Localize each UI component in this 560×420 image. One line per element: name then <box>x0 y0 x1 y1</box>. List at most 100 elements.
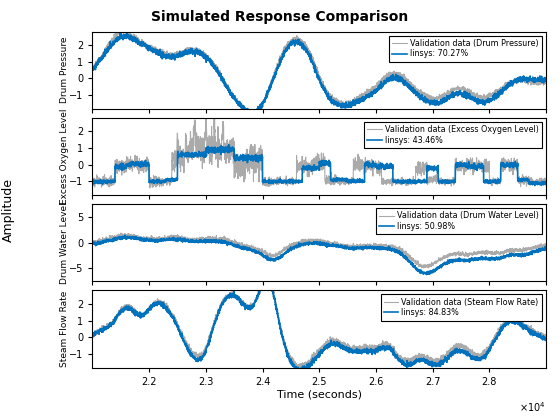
Validation data (Excess Oxygen Level) <box>147 186 153 191</box>
linsys: 70.27%: (2.41e+04, -1.15): 70.27%: (2.41e+04, -1.15) <box>263 95 270 100</box>
linsys: 84.83%: (2.19e+04, 1.36): 84.83%: (2.19e+04, 1.36) <box>141 312 147 317</box>
linsys: 50.98%: (2.9e+04, -1.21): 50.98%: (2.9e+04, -1.21) <box>543 247 549 252</box>
Y-axis label: Steam Flow Rate: Steam Flow Rate <box>60 291 69 367</box>
linsys: 84.83%: (2.44e+04, -0.629): 84.83%: (2.44e+04, -0.629) <box>283 345 290 350</box>
Legend: Validation data (Drum Water Level), linsys: 50.98%: Validation data (Drum Water Level), lins… <box>376 208 542 234</box>
Line: linsys: 50.98%: linsys: 50.98% <box>92 235 546 275</box>
linsys: 43.46%: (2.8e+04, -0.959): 43.46%: (2.8e+04, -0.959) <box>485 178 492 183</box>
Validation data (Steam Flow Rate) <box>141 311 147 316</box>
Validation data (Drum Water Level) <box>425 265 432 270</box>
Validation data (Drum Pressure) <box>543 79 549 84</box>
linsys: 70.27%: (2.19e+04, 1.94): 70.27%: (2.19e+04, 1.94) <box>141 43 148 48</box>
Validation data (Drum Water Level) <box>89 240 96 245</box>
Legend: Validation data (Excess Oxygen Level), linsys: 43.46%: Validation data (Excess Oxygen Level), l… <box>364 122 542 148</box>
Validation data (Drum Water Level) <box>534 245 541 250</box>
Validation data (Drum Pressure) <box>534 79 541 84</box>
Validation data (Drum Pressure) <box>263 93 270 98</box>
Legend: Validation data (Drum Pressure), linsys: 70.27%: Validation data (Drum Pressure), linsys:… <box>389 36 542 62</box>
Validation data (Drum Pressure) <box>251 114 258 119</box>
Validation data (Excess Oxygen Level) <box>263 180 270 185</box>
linsys: 84.83%: (2.47e+04, -2.07): 84.83%: (2.47e+04, -2.07) <box>296 370 303 375</box>
linsys: 43.46%: (2.9e+04, -1): 43.46%: (2.9e+04, -1) <box>543 179 549 184</box>
Validation data (Drum Water Level) <box>118 231 124 236</box>
linsys: 70.27%: (2.8e+04, -1.4): 70.27%: (2.8e+04, -1.4) <box>485 99 492 104</box>
Validation data (Excess Oxygen Level) <box>283 173 290 178</box>
Validation data (Excess Oxygen Level) <box>168 178 175 184</box>
linsys: 70.27%: (2.24e+04, 1.34): 70.27%: (2.24e+04, 1.34) <box>168 53 175 58</box>
Validation data (Excess Oxygen Level) <box>211 113 217 118</box>
linsys: 43.46%: (2.1e+04, -0.966): 43.46%: (2.1e+04, -0.966) <box>89 178 96 184</box>
Text: Amplitude: Amplitude <box>2 178 15 242</box>
linsys: 70.27%: (2.9e+04, -0.0331): 70.27%: (2.9e+04, -0.0331) <box>543 76 549 81</box>
Validation data (Drum Water Level) <box>263 252 270 257</box>
linsys: 43.46%: (2.88e+04, -1.1): 43.46%: (2.88e+04, -1.1) <box>534 181 541 186</box>
linsys: 70.27%: (2.38e+04, -2.17): 70.27%: (2.38e+04, -2.17) <box>248 112 255 117</box>
linsys: 84.83%: (2.8e+04, -0.892): 84.83%: (2.8e+04, -0.892) <box>485 350 492 355</box>
Validation data (Drum Pressure) <box>283 42 290 47</box>
linsys: 50.98%: (2.1e+04, -0.253): 50.98%: (2.1e+04, -0.253) <box>89 241 96 247</box>
Validation data (Excess Oxygen Level) <box>485 162 492 167</box>
Validation data (Steam Flow Rate) <box>262 271 269 276</box>
Text: $\times10^{4}$: $\times10^{4}$ <box>519 400 546 414</box>
Line: Validation data (Drum Pressure): Validation data (Drum Pressure) <box>92 28 546 116</box>
Line: Validation data (Drum Water Level): Validation data (Drum Water Level) <box>92 233 546 268</box>
Validation data (Drum Water Level) <box>485 249 492 254</box>
Validation data (Steam Flow Rate) <box>283 344 290 349</box>
Validation data (Steam Flow Rate) <box>543 333 549 338</box>
linsys: 70.27%: (2.88e+04, -0.117): 70.27%: (2.88e+04, -0.117) <box>534 78 541 83</box>
Validation data (Drum Pressure) <box>89 64 96 69</box>
Validation data (Excess Oxygen Level) <box>543 179 549 184</box>
Validation data (Excess Oxygen Level) <box>141 164 147 169</box>
linsys: 70.27%: (2.1e+04, 0.682): 70.27%: (2.1e+04, 0.682) <box>89 64 96 69</box>
linsys: 70.27%: (2.16e+04, 2.73): 70.27%: (2.16e+04, 2.73) <box>124 30 130 35</box>
linsys: 50.98%: (2.69e+04, -6.22): 50.98%: (2.69e+04, -6.22) <box>423 272 430 277</box>
linsys: 84.83%: (2.9e+04, -0.0667): 84.83%: (2.9e+04, -0.0667) <box>543 336 549 341</box>
linsys: 43.46%: (2.24e+04, -0.923): 43.46%: (2.24e+04, -0.923) <box>167 178 174 183</box>
Validation data (Drum Pressure) <box>168 54 175 59</box>
Text: Simulated Response Comparison: Simulated Response Comparison <box>151 10 409 24</box>
Validation data (Steam Flow Rate) <box>89 333 96 338</box>
Line: linsys: 70.27%: linsys: 70.27% <box>92 33 546 115</box>
linsys: 43.46%: (2.34e+04, 1.19): 43.46%: (2.34e+04, 1.19) <box>226 142 232 147</box>
Y-axis label: Drum Water Level: Drum Water Level <box>60 202 69 284</box>
Validation data (Steam Flow Rate) <box>534 330 541 335</box>
linsys: 43.46%: (2.41e+04, -0.985): 43.46%: (2.41e+04, -0.985) <box>263 178 270 184</box>
Validation data (Excess Oxygen Level) <box>89 174 96 179</box>
Validation data (Drum Water Level) <box>141 236 148 241</box>
Validation data (Drum Pressure) <box>485 93 492 98</box>
Validation data (Steam Flow Rate) <box>167 310 174 315</box>
linsys: 84.83%: (2.88e+04, 0.0401): 84.83%: (2.88e+04, 0.0401) <box>534 334 541 339</box>
Validation data (Steam Flow Rate) <box>296 366 302 371</box>
linsys: 50.98%: (2.24e+04, 0.62): 50.98%: (2.24e+04, 0.62) <box>168 237 175 242</box>
Validation data (Drum Water Level) <box>283 244 290 249</box>
linsys: 50.98%: (2.44e+04, -2.06): 50.98%: (2.44e+04, -2.06) <box>283 251 290 256</box>
Validation data (Steam Flow Rate) <box>263 274 270 279</box>
Validation data (Drum Pressure) <box>141 43 148 48</box>
linsys: 70.27%: (2.44e+04, 1.67): 70.27%: (2.44e+04, 1.67) <box>283 48 290 53</box>
Line: linsys: 43.46%: linsys: 43.46% <box>92 145 546 186</box>
linsys: 84.83%: (2.41e+04, 3.68): 84.83%: (2.41e+04, 3.68) <box>263 273 270 278</box>
linsys: 43.46%: (2.44e+04, -0.953): 43.46%: (2.44e+04, -0.953) <box>283 178 290 183</box>
Validation data (Drum Pressure) <box>119 26 125 31</box>
linsys: 50.98%: (2.16e+04, 1.45): 50.98%: (2.16e+04, 1.45) <box>122 233 128 238</box>
linsys: 50.98%: (2.8e+04, -3.01): 50.98%: (2.8e+04, -3.01) <box>485 256 492 261</box>
X-axis label: Time (seconds): Time (seconds) <box>277 389 362 399</box>
linsys: 84.83%: (2.24e+04, 1.25): 84.83%: (2.24e+04, 1.25) <box>167 314 174 319</box>
linsys: 50.98%: (2.41e+04, -2.92): 50.98%: (2.41e+04, -2.92) <box>263 255 270 260</box>
linsys: 50.98%: (2.88e+04, -1.63): 50.98%: (2.88e+04, -1.63) <box>534 249 541 254</box>
Validation data (Drum Water Level) <box>543 242 549 247</box>
linsys: 84.83%: (2.1e+04, 0.145): 84.83%: (2.1e+04, 0.145) <box>89 332 96 337</box>
Line: Validation data (Excess Oxygen Level): Validation data (Excess Oxygen Level) <box>92 115 546 188</box>
Y-axis label: Excess Oxygen Level: Excess Oxygen Level <box>60 109 69 204</box>
Validation data (Drum Water Level) <box>168 233 175 238</box>
linsys: 84.83%: (2.41e+04, 3.53): 84.83%: (2.41e+04, 3.53) <box>263 276 270 281</box>
Line: linsys: 84.83%: linsys: 84.83% <box>92 276 546 372</box>
Validation data (Excess Oxygen Level) <box>534 181 541 186</box>
linsys: 50.98%: (2.19e+04, 0.668): 50.98%: (2.19e+04, 0.668) <box>141 237 148 242</box>
linsys: 43.46%: (2.88e+04, -1.24): 43.46%: (2.88e+04, -1.24) <box>531 183 538 188</box>
Validation data (Steam Flow Rate) <box>485 344 492 349</box>
linsys: 43.46%: (2.19e+04, -0.0701): 43.46%: (2.19e+04, -0.0701) <box>141 163 147 168</box>
Y-axis label: Drum Pressure: Drum Pressure <box>60 37 69 103</box>
Line: Validation data (Steam Flow Rate): Validation data (Steam Flow Rate) <box>92 274 546 368</box>
Legend: Validation data (Steam Flow Rate), linsys: 84.83%: Validation data (Steam Flow Rate), linsy… <box>381 294 542 320</box>
